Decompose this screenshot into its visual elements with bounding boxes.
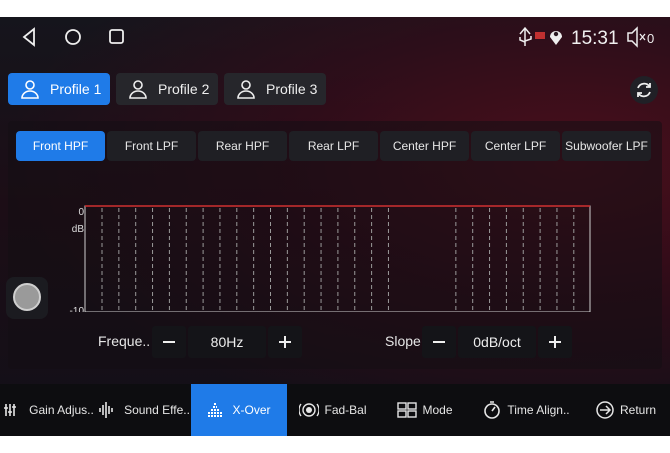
slope-plus[interactable] <box>538 326 572 358</box>
filter-tab[interactable]: Front LPF <box>107 131 196 161</box>
bottom-nav: Gain Adjus.. Sound Effe.. X-Over Fad-Bal Mod… <box>0 384 670 436</box>
profile-tab[interactable]: Profile 3 <box>224 73 326 105</box>
nav-item[interactable]: Fad-Bal <box>287 384 379 436</box>
slope-label: Slope <box>385 333 421 349</box>
nav-label: Return <box>619 403 657 417</box>
nav-label: X-Over <box>232 403 271 417</box>
nav-item[interactable]: Gain Adjus.. <box>0 384 98 436</box>
slope-value: 0dB/oct <box>458 326 536 358</box>
profile-label: Profile 3 <box>266 81 318 97</box>
nav-item[interactable]: Sound Effe.. <box>98 384 191 436</box>
filter-tab[interactable]: Center HPF <box>380 131 469 161</box>
screen: 15:31 0 Profile 1 Profile 2 Profile 3 Fron… <box>0 17 670 436</box>
nav-item[interactable]: Return <box>581 384 670 436</box>
refresh-button[interactable] <box>629 75 659 105</box>
frequency-value: 80Hz <box>188 326 266 358</box>
nav-label: Fad-Bal <box>324 403 367 417</box>
profile-tab[interactable]: Profile 2 <box>116 73 218 105</box>
nav-item[interactable]: Mode <box>379 384 471 436</box>
volume-level: 0 <box>647 31 654 46</box>
nav-label: Sound Effe.. <box>124 403 190 417</box>
status-icon <box>535 32 545 39</box>
recents-button[interactable] <box>109 29 124 44</box>
usb-icon <box>519 26 532 46</box>
y-label-bottom: -10 <box>70 306 85 312</box>
profile-label: Profile 1 <box>50 81 102 97</box>
back-button[interactable] <box>22 27 35 47</box>
volume-icon <box>627 26 638 48</box>
frequency-plus[interactable] <box>268 326 302 358</box>
filter-tab[interactable]: Center LPF <box>471 131 560 161</box>
nav-label: Time Align.. <box>507 403 570 417</box>
filter-tab[interactable]: Subwoofer LPF <box>562 131 651 161</box>
home-button[interactable] <box>65 29 81 45</box>
nav-item[interactable]: X-Over <box>191 384 287 436</box>
profile-tab[interactable]: Profile 1 <box>8 73 110 105</box>
frequency-label: Freque.. <box>98 333 151 349</box>
nav-label: Mode <box>422 403 453 417</box>
status-bar: 15:31 0 <box>22 26 654 49</box>
filter-tab[interactable]: Rear LPF <box>289 131 378 161</box>
profile-label: Profile 2 <box>158 81 210 97</box>
filter-tab[interactable]: Front HPF <box>16 131 105 161</box>
nav-item[interactable]: Time Align.. <box>471 384 581 436</box>
location-icon <box>550 31 562 45</box>
filter-tab[interactable]: Rear HPF <box>198 131 287 161</box>
graph: 0dB-1020501002502.2k4k8k13k20kHz <box>70 205 591 312</box>
nav-label: Gain Adjus.. <box>29 403 94 417</box>
clock: 15:31 <box>571 28 619 49</box>
y-unit: dB <box>72 224 85 235</box>
y-label-top: 0 <box>78 207 84 218</box>
floating-button[interactable] <box>6 277 48 319</box>
frequency-minus[interactable] <box>152 326 186 358</box>
slope-minus[interactable] <box>422 326 456 358</box>
